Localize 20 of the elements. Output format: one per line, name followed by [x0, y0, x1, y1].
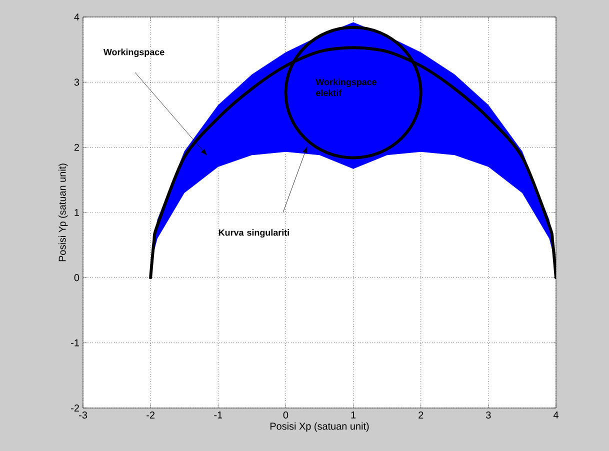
annotation: Kurva singulariti	[218, 229, 289, 238]
y-tick-label: 3	[74, 78, 80, 86]
y-tick-label: 2	[74, 144, 79, 151]
annotation: Workingspace elektif	[316, 78, 376, 96]
annotation: Workingspace	[103, 48, 164, 58]
x-tick-label: -3	[79, 412, 87, 419]
x-tick-label: -1	[214, 412, 222, 418]
y-tick-label: 1	[74, 209, 79, 216]
x-axis-title: Posisi Xp (satuan unit)	[270, 422, 369, 432]
x-tick-label: 2	[418, 412, 424, 418]
y-tick-label: 4	[74, 14, 80, 20]
x-tick-label: 4	[553, 412, 558, 418]
x-tick-label: 3	[486, 412, 491, 419]
y-tick-label: -1	[71, 339, 79, 346]
y-tick-label: -2	[71, 404, 79, 412]
x-tick-label: 0	[283, 412, 288, 419]
x-tick-label: -2	[146, 412, 155, 418]
y-axis-title: Posisi Yp (satuan unit)	[58, 164, 68, 262]
x-tick-label: 1	[351, 412, 356, 418]
y-tick-label: 0	[74, 274, 80, 282]
